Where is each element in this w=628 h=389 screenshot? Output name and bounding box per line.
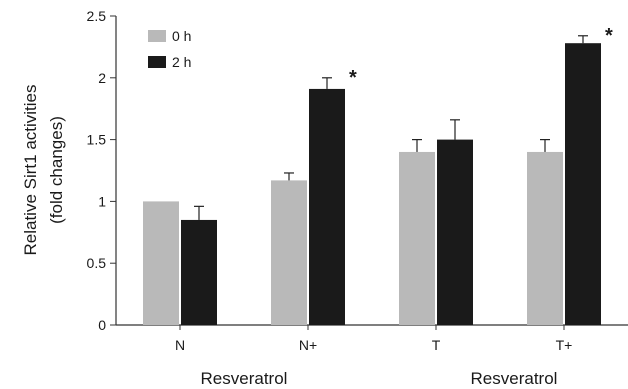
x-tick-label: N	[175, 337, 185, 353]
bar	[527, 151, 563, 325]
bar	[309, 88, 345, 325]
y-tick-label: 1	[98, 193, 106, 209]
plot-area: 0 0.5 1 1.5 2 2.5 N N+ * T T+ * 0 h 2 h	[87, 8, 628, 353]
legend-label: 2 h	[172, 54, 191, 70]
significance-marker: *	[605, 25, 613, 47]
legend-label: 0 h	[172, 28, 191, 44]
bar	[143, 201, 179, 325]
y-tick-label: 0	[98, 317, 106, 333]
y-tick-label: 1.5	[87, 132, 107, 148]
y-tick-label: 2	[98, 70, 106, 86]
bar	[271, 180, 307, 325]
bar	[399, 151, 435, 325]
group-label-n-plus: Resveratrol	[201, 369, 288, 388]
group-label-t-plus: Resveratrol	[471, 369, 558, 388]
legend-swatch	[148, 56, 166, 68]
legend-swatch	[148, 30, 166, 42]
x-tick-label: N+	[299, 337, 317, 353]
y-tick-label: 0.5	[87, 255, 107, 271]
x-tick-label: T	[432, 337, 441, 353]
significance-marker: *	[349, 67, 357, 89]
y-axis-label-line-2: (fold changes)	[47, 116, 66, 224]
y-tick-label: 2.5	[87, 8, 107, 24]
bar	[565, 43, 601, 325]
x-tick-label: T+	[556, 337, 573, 353]
bar	[437, 139, 473, 325]
bar	[181, 219, 217, 325]
y-axis-label-line-1: Relative Sirt1 activities	[21, 84, 40, 255]
